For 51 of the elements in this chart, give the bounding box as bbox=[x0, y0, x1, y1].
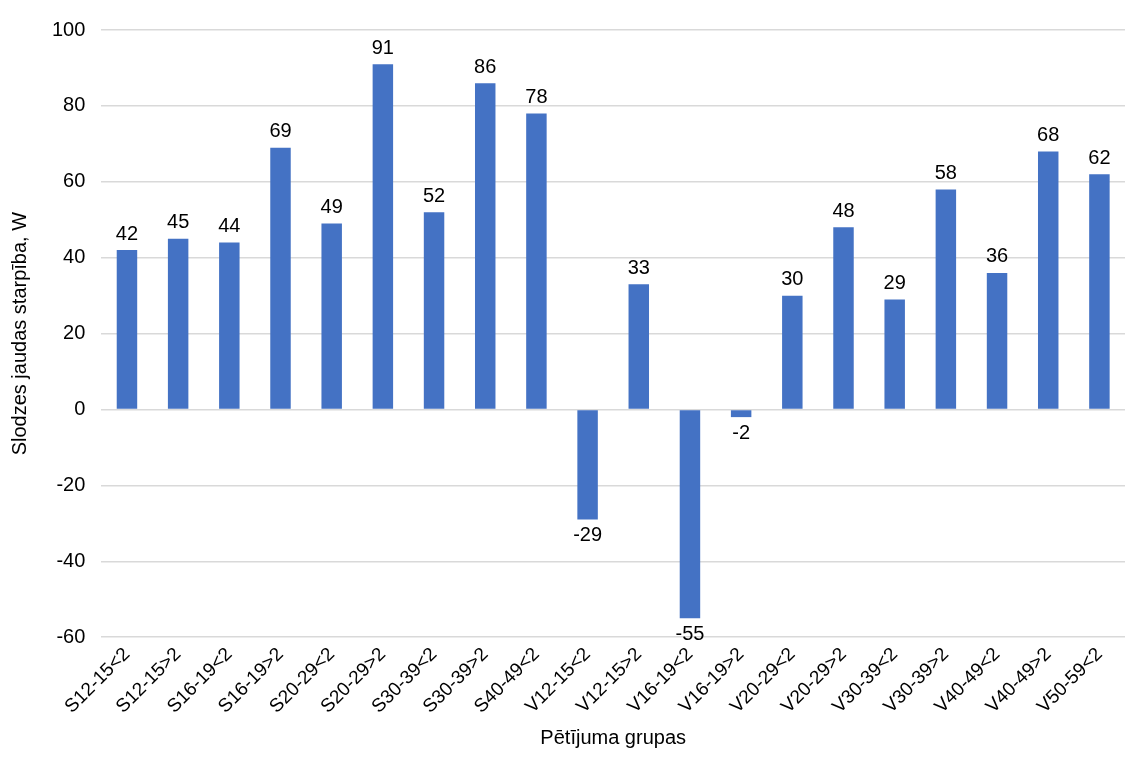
data-label: 33 bbox=[627, 255, 650, 278]
y-tick-label: 60 bbox=[63, 169, 86, 192]
bar bbox=[167, 238, 189, 409]
y-tick-label: 40 bbox=[63, 245, 86, 268]
data-label: 78 bbox=[525, 85, 548, 108]
data-label: 86 bbox=[474, 54, 497, 77]
bar bbox=[986, 272, 1008, 409]
data-label: 48 bbox=[832, 198, 855, 221]
data-label: -55 bbox=[675, 621, 705, 644]
bar bbox=[577, 410, 598, 520]
bar bbox=[1089, 174, 1110, 409]
bar bbox=[423, 212, 445, 409]
data-label: 45 bbox=[167, 210, 190, 233]
bar bbox=[321, 223, 342, 409]
y-tick-label: -60 bbox=[56, 624, 86, 647]
bar bbox=[474, 83, 496, 409]
bar bbox=[833, 227, 854, 409]
data-label: 58 bbox=[934, 160, 957, 183]
y-tick-label: 100 bbox=[51, 17, 86, 40]
data-label: 52 bbox=[422, 183, 446, 206]
bar bbox=[730, 410, 752, 418]
y-tick-label: -20 bbox=[56, 472, 86, 495]
y-tick-label: -40 bbox=[56, 548, 86, 571]
data-label: 62 bbox=[1088, 145, 1111, 168]
y-tick-label: 0 bbox=[74, 397, 86, 420]
data-label: -29 bbox=[573, 523, 603, 546]
bar bbox=[884, 299, 905, 409]
bar bbox=[628, 284, 650, 409]
data-label: 42 bbox=[115, 221, 139, 244]
bar bbox=[372, 64, 394, 409]
data-label: 69 bbox=[269, 119, 292, 142]
data-label: 36 bbox=[985, 244, 1009, 267]
y-tick-label: 20 bbox=[63, 321, 86, 344]
bar bbox=[935, 189, 957, 409]
data-label: 30 bbox=[781, 267, 804, 290]
x-axis-title: Pētījuma grupas bbox=[540, 725, 686, 748]
bar bbox=[526, 113, 547, 409]
data-label: 91 bbox=[371, 35, 394, 58]
bar bbox=[116, 250, 138, 409]
y-tick-label: 80 bbox=[63, 93, 86, 116]
bar bbox=[219, 242, 240, 409]
data-label: 29 bbox=[883, 270, 906, 293]
bar bbox=[1037, 151, 1059, 409]
y-axis-title: Slodzes jaudas starpība, W bbox=[7, 211, 30, 456]
data-label: 49 bbox=[320, 195, 343, 218]
data-label: 44 bbox=[218, 214, 241, 237]
data-label: -2 bbox=[732, 420, 751, 443]
bar bbox=[679, 410, 701, 619]
bar bbox=[270, 147, 291, 409]
bar bbox=[782, 295, 803, 409]
data-label: 68 bbox=[1037, 122, 1060, 145]
